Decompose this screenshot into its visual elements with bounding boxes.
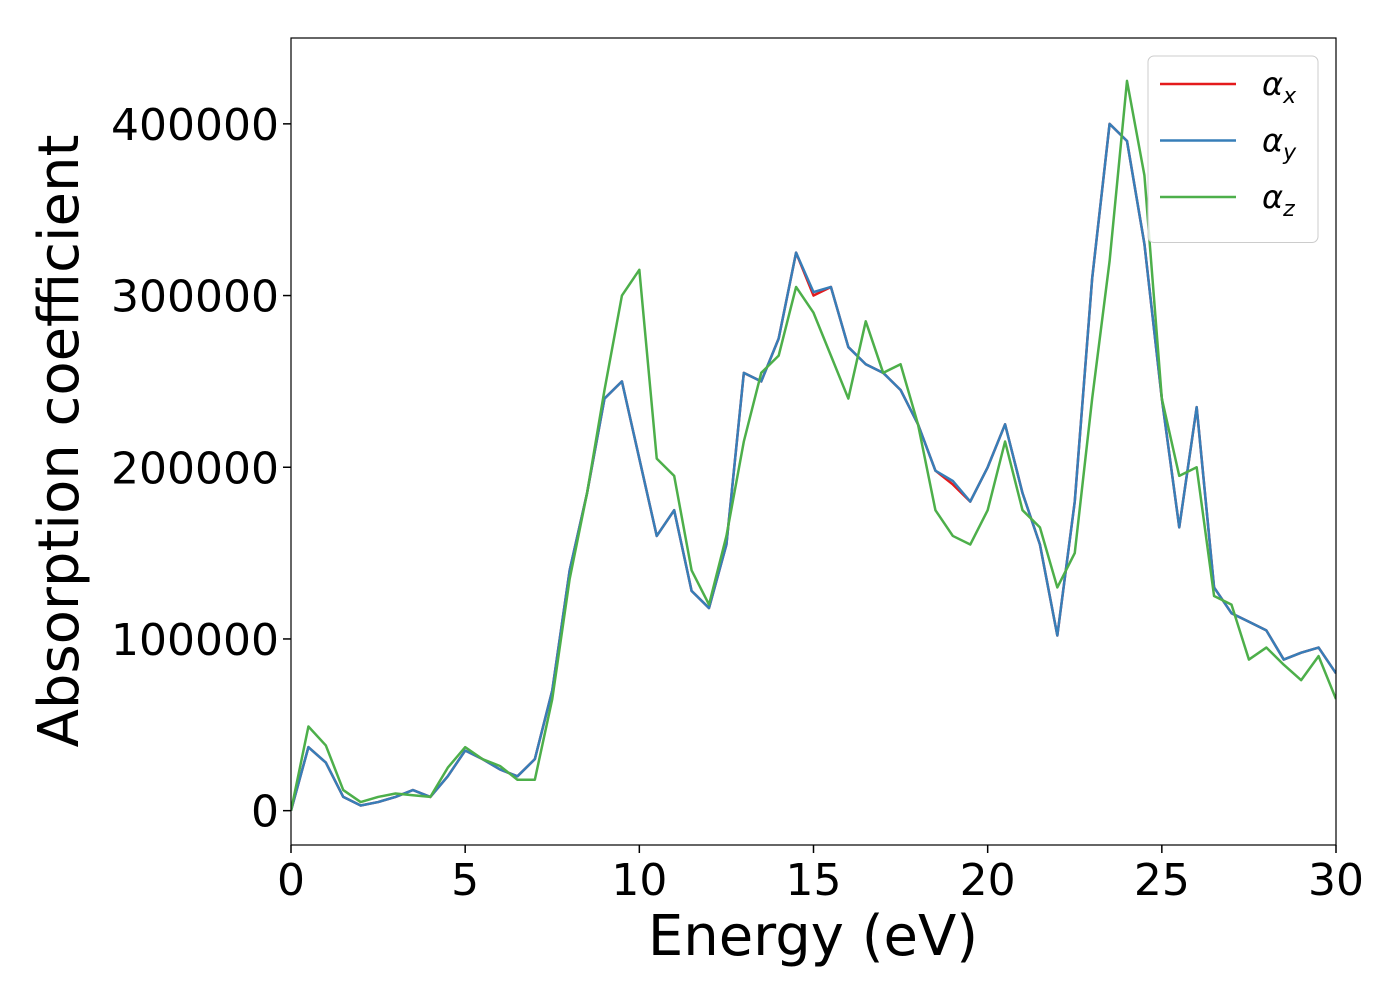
x-tick-label: 30: [1308, 855, 1364, 906]
x-tick-label: 25: [1134, 855, 1190, 906]
x-tick-label: 15: [786, 855, 842, 906]
data-line: [291, 79, 1336, 811]
x-tick-label: 5: [451, 855, 479, 906]
x-tick-label: 10: [611, 855, 667, 906]
y-tick-label: 0: [251, 787, 279, 838]
x-tick-label: 0: [277, 855, 305, 906]
legend-label: αx: [1262, 65, 1297, 109]
y-tick-label: 200000: [111, 443, 279, 494]
x-tick-label: 20: [960, 855, 1016, 906]
legend-label: αy: [1262, 122, 1297, 166]
y-tick-label: 300000: [111, 272, 279, 323]
legend-label: αz: [1262, 178, 1295, 222]
y-tick-label: 400000: [111, 100, 279, 151]
y-axis-label: Absorption coefficient: [27, 135, 92, 748]
plot-frame: [290, 37, 1337, 846]
x-axis-label: Energy (eV): [648, 904, 978, 969]
y-tick-label: 100000: [111, 615, 279, 666]
